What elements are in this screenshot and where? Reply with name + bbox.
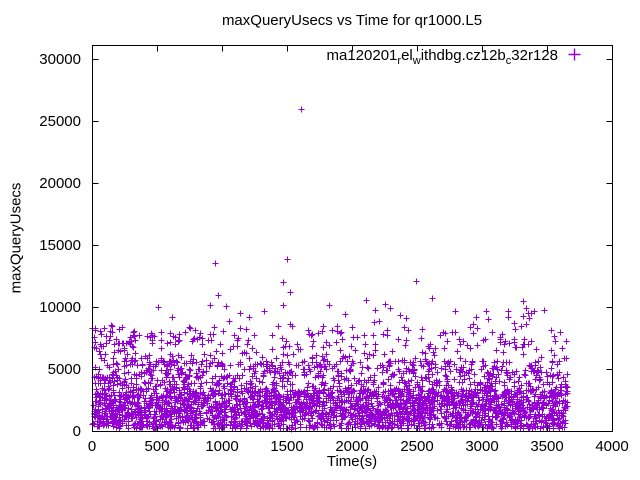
y-tick-label: 10000	[39, 299, 81, 316]
axis-ticks	[92, 45, 613, 432]
legend-label-subscript: w	[412, 55, 421, 67]
plus-marker-icon	[568, 48, 581, 61]
legend-label-text: ma120201	[326, 47, 398, 64]
legend-label-text: 32r128	[511, 47, 558, 64]
legend-label-subscript: c	[505, 55, 512, 67]
legend: ma120201relwithdbg.cz12bc32r128	[0, 47, 581, 67]
y-tick-label: 5000	[48, 361, 81, 378]
legend-series-label: ma120201relwithdbg.cz12bc32r128	[326, 47, 558, 67]
y-tick-label: 30000	[39, 51, 81, 68]
y-tick-label: 20000	[39, 175, 81, 192]
legend-label-text: el	[401, 47, 413, 64]
y-tick-label: 25000	[39, 113, 81, 130]
x-tick-label: 0	[88, 438, 96, 455]
x-tick-label: 3500	[530, 438, 563, 455]
y-tick-label: 15000	[39, 237, 81, 254]
y-tick-label: 0	[73, 423, 81, 440]
tick-labels: 0 500 1000 1500 2000 2500 3000 3500 4000 0 5000 100…	[39, 51, 628, 455]
x-axis-label: Time(s)	[326, 453, 378, 470]
y-axis-label: maxQueryUsecs	[7, 182, 25, 294]
x-tick-label: 3000	[465, 438, 498, 455]
x-tick-label: 1500	[270, 438, 303, 455]
legend-label-subscript: r	[397, 55, 402, 67]
data-points	[89, 106, 571, 433]
chart-title: maxQueryUsecs vs Time for qr1000.L5	[221, 12, 483, 29]
x-tick-label: 2500	[400, 438, 433, 455]
x-tick-label: 4000	[595, 438, 628, 455]
x-tick-label: 500	[144, 438, 169, 455]
x-tick-label: 2000	[335, 438, 368, 455]
x-tick-label: 1000	[205, 438, 238, 455]
legend-label-text: ithdbg.cz12b	[420, 47, 506, 64]
